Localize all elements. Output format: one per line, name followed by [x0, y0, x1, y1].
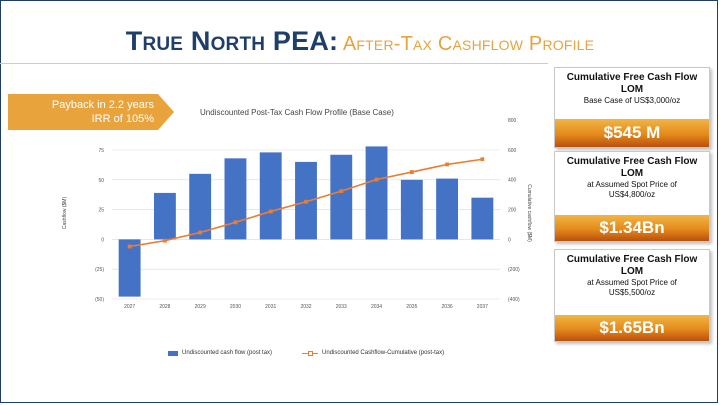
fcf-box-value: $1.65Bn: [555, 315, 709, 341]
irr-text: IRR of 105%: [91, 113, 154, 125]
y-axis-title: Cashflow ($M): [62, 197, 68, 230]
bar-2034: [365, 146, 388, 240]
legend-swatch-line: [302, 350, 319, 356]
bar-2028: [153, 192, 176, 240]
y2-axis-title: Cumulative cashflow ($M): [526, 184, 532, 242]
fcf-box-heading: Cumulative Free Cash Flow LOM: [566, 254, 698, 277]
x-tick-label: 2034: [371, 304, 382, 310]
x-tick-label: 2029: [195, 304, 206, 310]
y-tick-label: 50: [98, 178, 104, 184]
fcf-box-spot-5500: Cumulative Free Cash Flow LOM at Assumed…: [554, 249, 710, 342]
cumulative-point-2037: [480, 157, 485, 162]
chart-title: Undiscounted Post-Tax Cash Flow Profile …: [200, 108, 394, 117]
payback-text: Payback in 2.2 years: [51, 99, 154, 111]
bar-2029: [189, 173, 212, 240]
y2-tick-label: (200): [508, 267, 520, 273]
x-tick-label: 2033: [336, 304, 347, 310]
cumulative-point-2034: [374, 177, 379, 182]
x-tick-label: 2037: [477, 304, 488, 310]
x-tick-label: 2032: [300, 304, 311, 310]
legend-swatch-bar: [168, 350, 178, 356]
slide-title-main: True North PEA:: [125, 26, 339, 56]
x-tick-label: 2030: [230, 304, 241, 310]
y2-tick-label: 0: [508, 237, 511, 243]
cumulative-point-2028: [163, 238, 167, 243]
bar-2033: [330, 154, 353, 240]
slide-title-sub: After-Tax Cashflow Profile: [342, 33, 595, 55]
y-tick-label: 25: [98, 208, 104, 214]
x-tick-label: 2035: [406, 304, 417, 310]
y-tick-label: (50): [95, 297, 104, 303]
cumulative-point-2035: [409, 170, 414, 174]
fcf-box-price-note: at Assumed Spot Price of US$4,800/oz: [587, 180, 677, 199]
chart-legend: Undiscounted cash flow (post tax) Undisc…: [168, 350, 444, 356]
cumulative-point-2032: [304, 199, 308, 204]
legend-label-line: Undiscounted Cashflow-Cumulative (post-t…: [322, 350, 445, 356]
y2-tick-label: 600: [508, 148, 517, 154]
legend-item-line: Undiscounted Cashflow-Cumulative (post-t…: [302, 350, 444, 356]
y2-tick-label: 400: [508, 178, 517, 184]
fcf-box-price-note: at Assumed Spot Price of US$5,500/oz: [587, 278, 677, 297]
x-tick-label: 2031: [265, 304, 276, 310]
fcf-box-value: $545 M: [555, 119, 709, 147]
y-tick-label: 0: [101, 237, 104, 243]
legend-item-bar: Undiscounted cash flow (post tax): [168, 350, 272, 356]
legend-label-bar: Undiscounted cash flow (post tax): [182, 350, 273, 356]
y2-tick-label: 800: [508, 118, 517, 124]
bar-2030: [224, 158, 247, 240]
cumulative-point-2030: [233, 220, 238, 225]
bar-2036: [436, 178, 459, 240]
fcf-box-base-case: Cumulative Free Cash Flow LOM Base Case …: [554, 67, 710, 148]
fcf-box-value: $1.34Bn: [555, 215, 709, 241]
slide-title: True North PEA: After-Tax Cashflow Profi…: [0, 26, 720, 57]
cumulative-point-2027: [127, 244, 132, 249]
bar-2027: [118, 239, 141, 297]
x-tick-label: 2036: [442, 304, 453, 310]
cumulative-point-2036: [445, 162, 449, 167]
payback-callout: Payback in 2.2 years IRR of 105%: [8, 94, 174, 130]
y-tick-label: 75: [98, 148, 104, 154]
bar-2037: [471, 197, 494, 240]
x-tick-label: 2027: [124, 304, 135, 310]
bar-2035: [400, 179, 423, 240]
cumulative-point-2033: [339, 189, 344, 194]
y2-tick-label: 200: [508, 208, 517, 214]
title-divider: [0, 63, 548, 64]
cumulative-point-2029: [198, 230, 203, 235]
y-tick-label: (25): [95, 267, 104, 273]
y2-tick-label: (400): [508, 297, 520, 303]
x-tick-label: 2028: [159, 304, 170, 310]
fcf-box-spot-4800: Cumulative Free Cash Flow LOM at Assumed…: [554, 151, 710, 242]
cumulative-point-2031: [268, 209, 273, 214]
fcf-box-heading: Cumulative Free Cash Flow LOM: [566, 156, 698, 179]
fcf-box-price-note: Base Case of US$3,000/oz: [583, 96, 681, 105]
bar-2031: [259, 152, 282, 240]
fcf-box-heading: Cumulative Free Cash Flow LOM: [566, 72, 698, 95]
